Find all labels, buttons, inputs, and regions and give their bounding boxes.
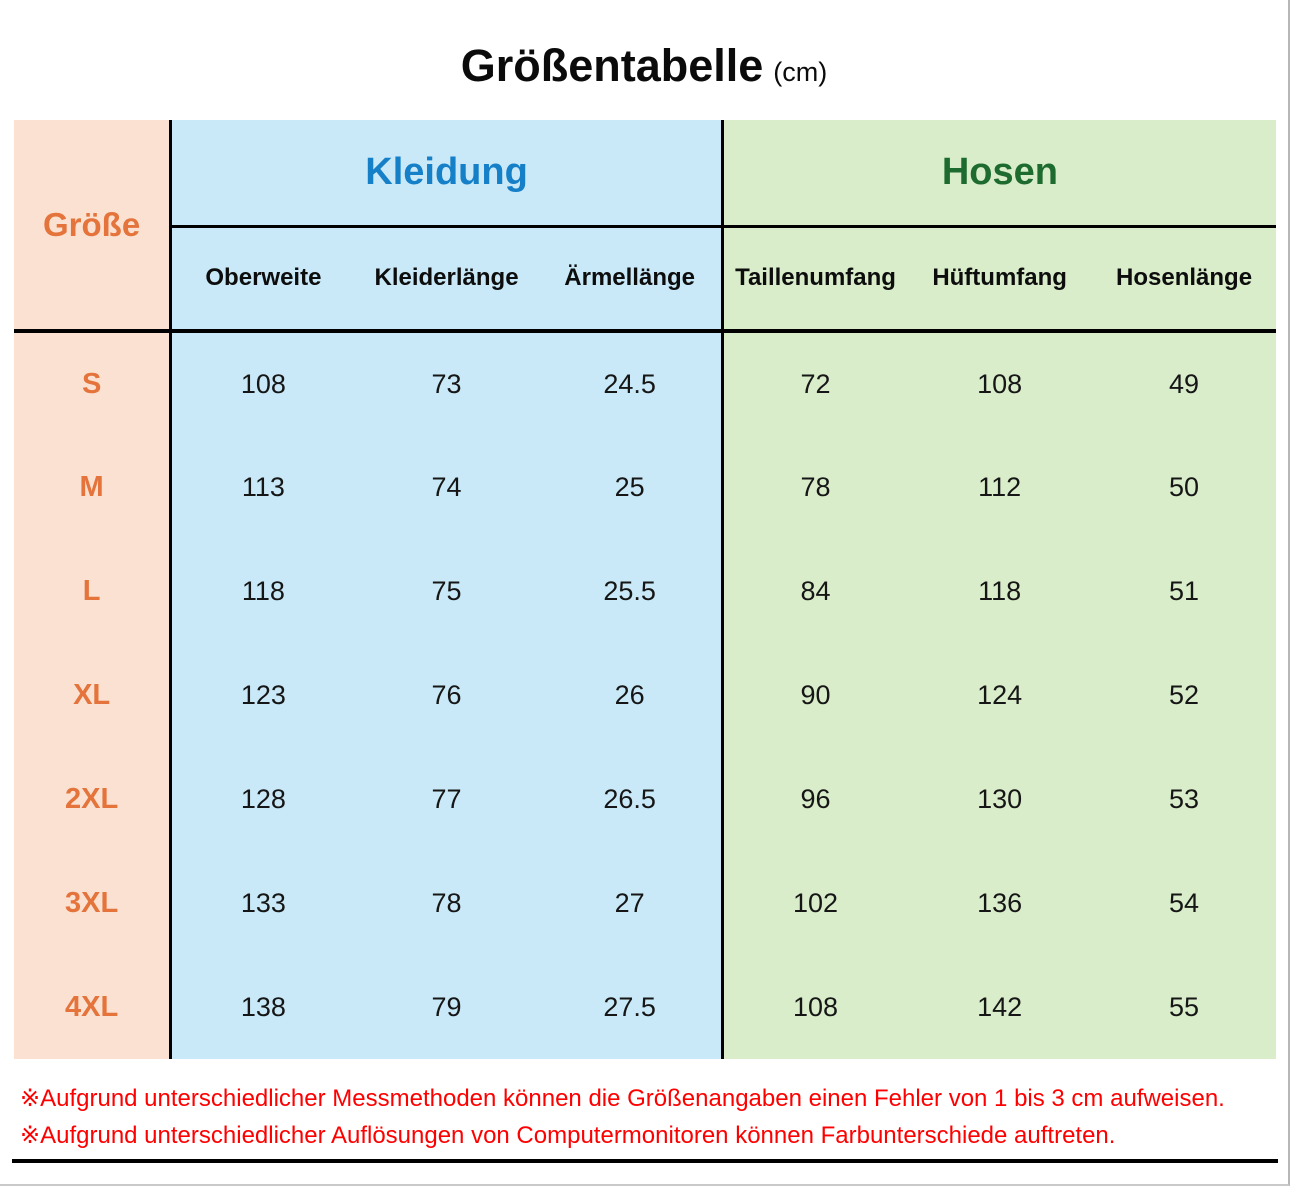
value-cell: 25.5 — [538, 539, 723, 643]
page-title-text: Größentabelle — [460, 40, 764, 91]
group-header-row: Größe Kleidung Hosen — [14, 120, 1276, 333]
page-title-unit: (cm) — [773, 57, 828, 87]
size-cell: 4XL — [14, 955, 171, 1059]
value-cell: 108 — [720, 955, 908, 1059]
value-cell: 27.5 — [538, 955, 723, 1059]
column-header-aermellaenge: Ärmellänge — [538, 226, 723, 333]
table-row-l: L 118 75 25.5 84 118 51 — [14, 539, 1276, 643]
value-cell: 102 — [720, 851, 908, 955]
value-cell: 72 — [720, 331, 908, 435]
table-row-3xl: 3XL 133 78 27 102 136 54 — [14, 851, 1276, 955]
value-cell: 55 — [1092, 955, 1276, 1059]
value-cell: 133 — [169, 851, 355, 955]
size-cell: 2XL — [14, 747, 171, 851]
value-cell: 124 — [907, 643, 1093, 747]
table-row-2xl: 2XL 128 77 26.5 96 130 53 — [14, 747, 1276, 851]
value-cell: 51 — [1092, 539, 1276, 643]
value-cell: 118 — [169, 539, 355, 643]
value-cell: 53 — [1092, 747, 1276, 851]
column-header-oberweite: Oberweite — [169, 226, 355, 333]
value-cell: 24.5 — [538, 331, 723, 435]
value-cell: 74 — [354, 435, 539, 539]
page-title: Größentabelle (cm) — [0, 34, 1288, 98]
value-cell: 78 — [354, 851, 539, 955]
value-cell: 78 — [720, 435, 908, 539]
sub-header-row: Oberweite Kleiderlänge Ärmellänge Taille… — [14, 226, 1276, 333]
value-cell: 113 — [169, 435, 355, 539]
hosen-group-header: Hosen — [720, 120, 1276, 228]
value-cell: 75 — [354, 539, 539, 643]
footnote-color: ※Aufgrund unterschiedlicher Auflösungen … — [20, 1122, 1116, 1149]
table-row-xl: XL 123 76 26 90 124 52 — [14, 643, 1276, 747]
value-cell: 49 — [1092, 331, 1276, 435]
value-cell: 123 — [169, 643, 355, 747]
size-column-header: Größe — [14, 120, 171, 333]
value-cell: 52 — [1092, 643, 1276, 747]
table-row-m: M 113 74 25 78 112 50 — [14, 435, 1276, 539]
size-table: Größe Kleidung Hosen Oberweite Kleiderlä… — [14, 120, 1276, 1059]
column-header-taillenumfang: Taillenumfang — [720, 226, 908, 333]
value-cell: 73 — [354, 331, 539, 435]
size-cell: XL — [14, 643, 171, 747]
value-cell: 136 — [907, 851, 1093, 955]
value-cell: 77 — [354, 747, 539, 851]
value-cell: 76 — [354, 643, 539, 747]
footnotes: ※Aufgrund unterschiedlicher Messmethoden… — [20, 1080, 1225, 1154]
column-header-hueftumfang: Hüftumfang — [907, 226, 1093, 333]
value-cell: 79 — [354, 955, 539, 1059]
value-cell: 54 — [1092, 851, 1276, 955]
column-header-hosenlaenge: Hosenlänge — [1092, 226, 1276, 333]
value-cell: 90 — [720, 643, 908, 747]
value-cell: 118 — [907, 539, 1093, 643]
kleidung-group-header: Kleidung — [169, 120, 723, 228]
value-cell: 142 — [907, 955, 1093, 1059]
value-cell: 130 — [907, 747, 1093, 851]
value-cell: 112 — [907, 435, 1093, 539]
size-cell: L — [14, 539, 171, 643]
value-cell: 27 — [538, 851, 723, 955]
value-cell: 108 — [169, 331, 355, 435]
value-cell: 138 — [169, 955, 355, 1059]
value-cell: 108 — [907, 331, 1093, 435]
table-row-4xl: 4XL 138 79 27.5 108 142 55 — [14, 955, 1276, 1059]
table-row-s: S 108 73 24.5 72 108 49 — [14, 331, 1276, 435]
bottom-divider — [12, 1159, 1278, 1163]
value-cell: 50 — [1092, 435, 1276, 539]
value-cell: 84 — [720, 539, 908, 643]
size-cell: M — [14, 435, 171, 539]
footnote-measurement: ※Aufgrund unterschiedlicher Messmethoden… — [20, 1085, 1225, 1112]
value-cell: 128 — [169, 747, 355, 851]
size-cell: 3XL — [14, 851, 171, 955]
value-cell: 96 — [720, 747, 908, 851]
value-cell: 25 — [538, 435, 723, 539]
size-cell: S — [14, 331, 171, 435]
column-header-kleiderlaenge: Kleiderlänge — [354, 226, 539, 333]
value-cell: 26.5 — [538, 747, 723, 851]
value-cell: 26 — [538, 643, 723, 747]
